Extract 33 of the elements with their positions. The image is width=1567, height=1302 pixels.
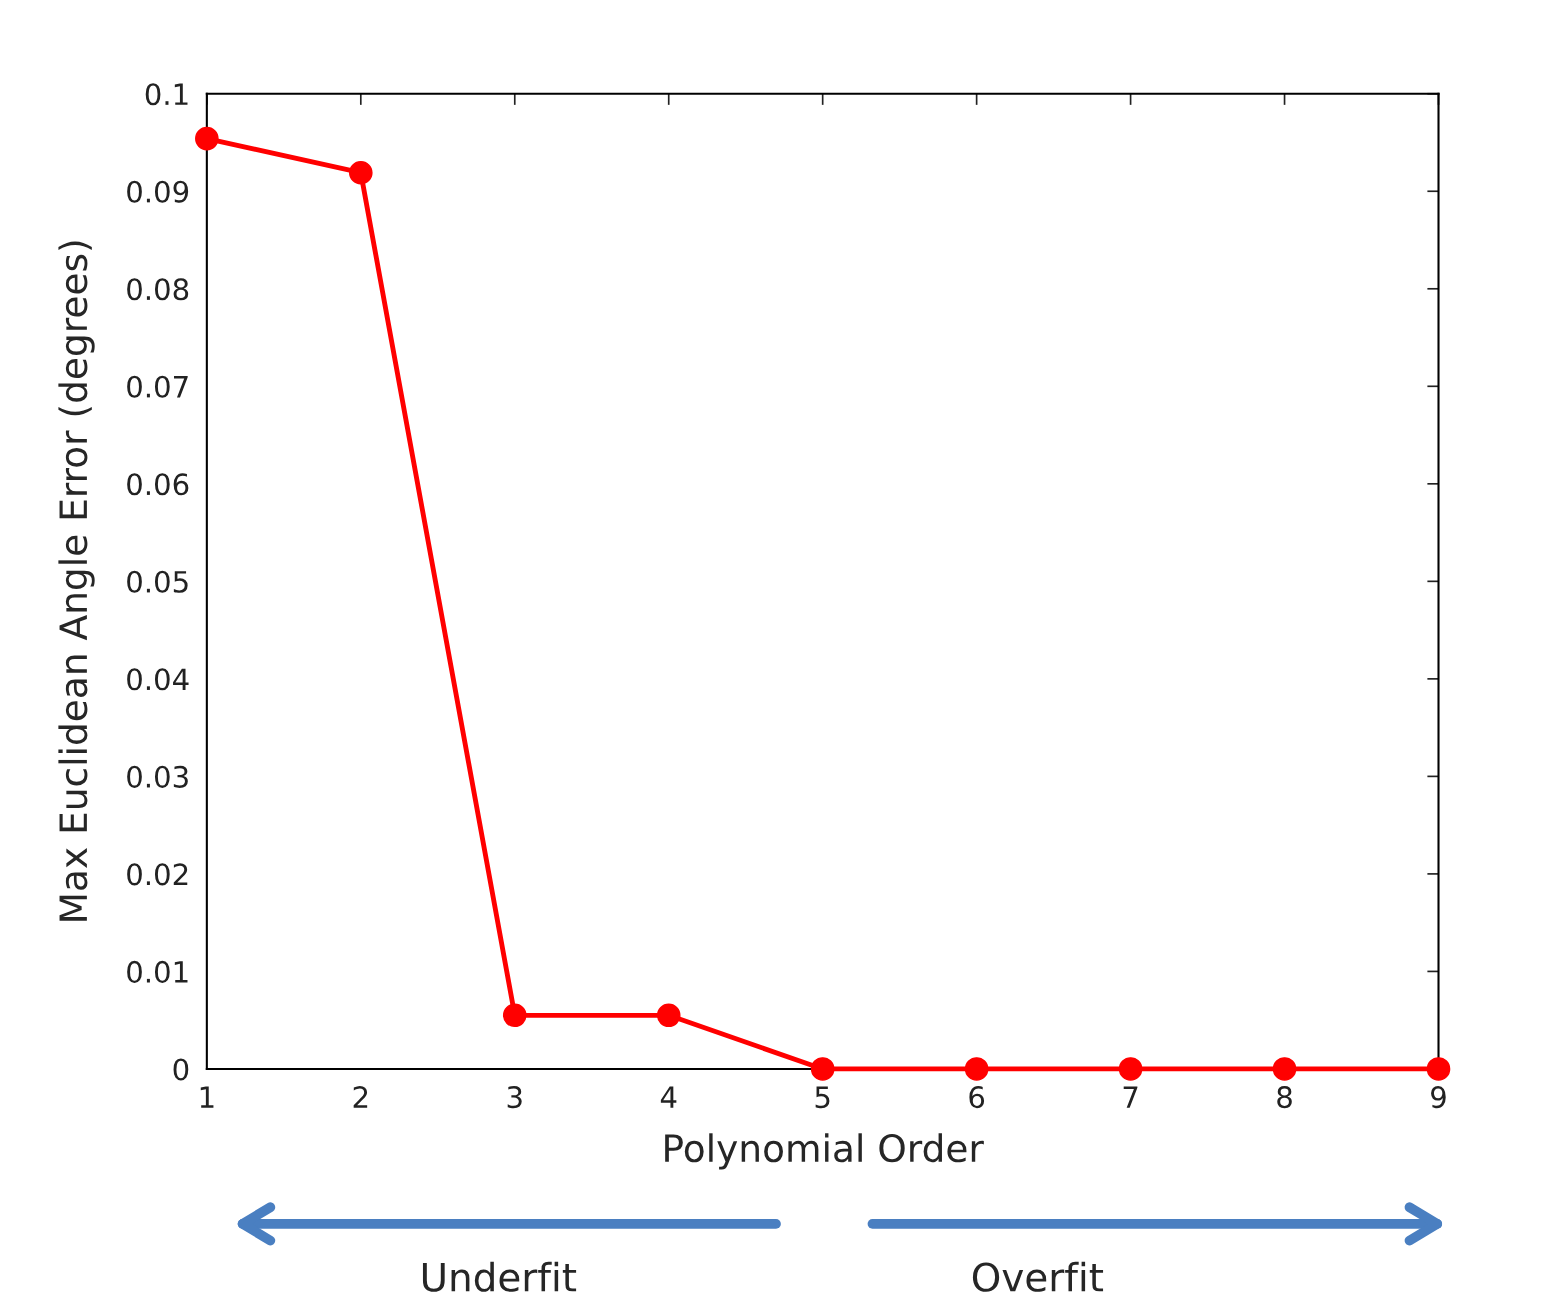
x-tick-label: 2 <box>353 1086 368 1108</box>
x-tick-label: 8 <box>1277 1086 1292 1109</box>
y-tick-label: 0.01 <box>127 960 188 983</box>
point <box>195 126 219 151</box>
x-tick-label: 5 <box>815 1086 830 1109</box>
x-tick-label: 6 <box>969 1086 985 1109</box>
y-tick-label: 0.03 <box>127 765 188 788</box>
text: Overfit <box>972 1261 1104 1292</box>
x-axis-title: Polynomial Order <box>665 1133 984 1170</box>
y-tick-label: 0.1 <box>145 83 188 106</box>
y-tick-label: 0.07 <box>127 375 188 398</box>
point <box>1118 1057 1143 1081</box>
y-tick-label: 0.09 <box>127 180 189 203</box>
y-tick-label: 0 <box>173 1058 189 1081</box>
point <box>1272 1057 1297 1081</box>
y-tick-label: 0.02 <box>127 863 188 886</box>
x-tick-label: 1 <box>200 1086 214 1108</box>
y-tick-label: 0.08 <box>127 278 189 301</box>
point <box>1426 1057 1451 1081</box>
y-axis-title: Max Euclidean Angle Error (degrees) <box>58 241 95 921</box>
point <box>964 1057 989 1081</box>
y-tick-label: 0.04 <box>127 668 189 691</box>
x-tick-label: 9 <box>1431 1086 1446 1109</box>
x-tick-label: 4 <box>660 1086 677 1108</box>
text: Underfit <box>422 1261 577 1292</box>
point <box>502 1003 527 1028</box>
point <box>348 160 373 185</box>
point <box>656 1003 681 1028</box>
x-tick-label: 3 <box>507 1086 522 1109</box>
point <box>810 1057 835 1081</box>
y-tick-label: 0.05 <box>127 570 188 593</box>
x-tick-label: 7 <box>1123 1086 1138 1108</box>
y-tick-label: 0.06 <box>127 473 189 496</box>
